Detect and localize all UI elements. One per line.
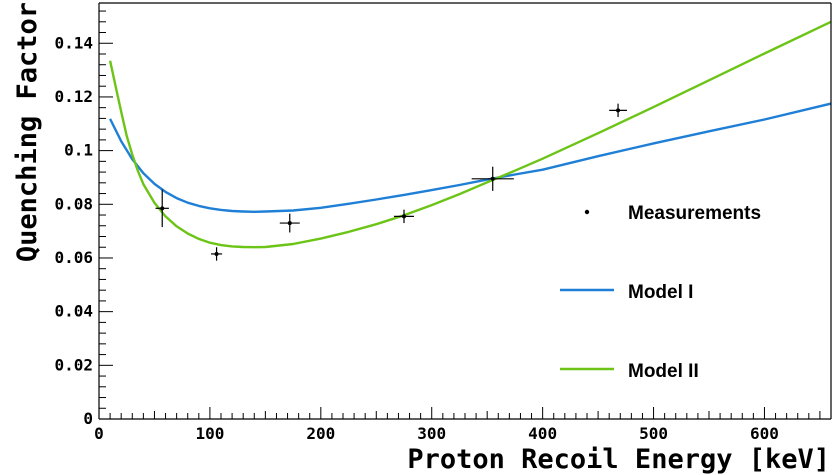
y-tick-label: 0.1 — [64, 141, 93, 160]
tick-labels: 0 100 200 300 400 500 600 0 0.02 0.04 0.06 0.08 0.1 0… — [54, 33, 778, 443]
measurement-point — [211, 247, 223, 261]
measurement-point — [279, 213, 300, 233]
y-tick-label: 0.12 — [54, 87, 93, 106]
data-point — [287, 221, 292, 226]
legend-marker — [584, 209, 590, 215]
axis-ticks — [98, 10, 832, 420]
x-tick-label: 600 — [750, 424, 779, 443]
y-tick-label: 0.06 — [54, 248, 93, 267]
measurement-point — [394, 209, 414, 224]
measurement-points — [155, 103, 627, 261]
legend-label: Model II — [628, 361, 699, 382]
measurement-point — [471, 166, 514, 191]
series-line-model-ii — [108, 20, 831, 249]
y-tick-label: 0.04 — [54, 302, 93, 321]
x-tick-label: 300 — [417, 424, 446, 443]
x-tick-label: 200 — [306, 424, 335, 443]
data-point — [616, 108, 621, 113]
x-axis-title: Proton Recoil Energy [keV] — [407, 444, 830, 475]
data-point — [214, 251, 219, 256]
legend-item-model-ii: Model II — [560, 361, 699, 382]
x-tick-label: 100 — [195, 424, 224, 443]
y-tick-label: 0.02 — [54, 355, 93, 374]
model-curves — [108, 20, 831, 249]
x-tick-label: 0 — [94, 424, 104, 443]
legend-label: Measurements — [628, 203, 761, 224]
legend: Measurements Model I Model II — [560, 203, 761, 382]
measurement-point — [155, 189, 169, 228]
series-line-model-i — [109, 102, 831, 213]
y-axis-title: Quenching Factor — [12, 2, 43, 262]
data-point — [402, 214, 406, 219]
data-point — [160, 206, 165, 211]
y-tick-label: 0.14 — [54, 33, 93, 52]
legend-item-model-i: Model I — [560, 282, 693, 303]
measurement-point — [609, 103, 627, 118]
legend-item-measurements: Measurements — [584, 203, 761, 224]
data-point — [490, 176, 495, 181]
y-tick-label: 0.08 — [54, 194, 93, 213]
y-tick-label: 0 — [83, 409, 93, 428]
x-tick-label: 400 — [528, 424, 557, 443]
x-tick-label: 500 — [639, 424, 668, 443]
legend-label: Model I — [628, 282, 693, 303]
